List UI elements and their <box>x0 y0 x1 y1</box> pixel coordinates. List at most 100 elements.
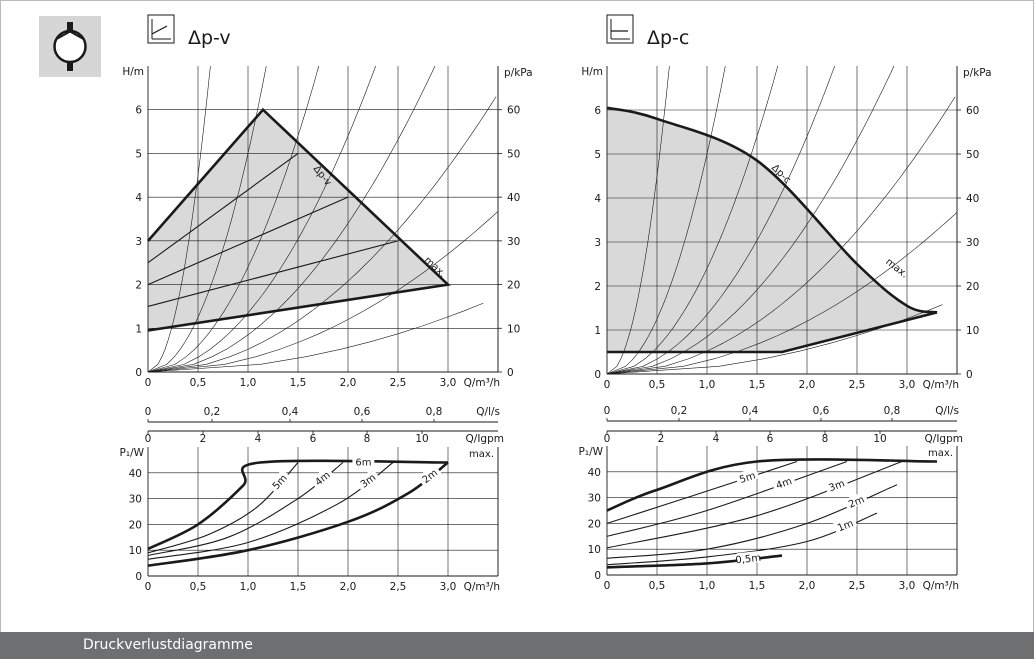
power-c-x-axis-label: Q/m³/h <box>923 580 959 592</box>
dp-c-x-tick-label: 0 <box>604 379 611 391</box>
dp-c-x-tick-label: 0,5 <box>649 379 666 391</box>
dp-c-resistance-curve <box>606 96 956 375</box>
power-v-label-bg <box>352 455 375 467</box>
power-v-x-tick-label: 1,0 <box>240 581 257 593</box>
dp-v-y2-axis-label: p/kPa <box>504 67 533 79</box>
power-c-series-label: 5m <box>738 470 757 485</box>
power-c-y-axis-label: P₁/W <box>579 446 604 458</box>
power-v-y-axis-label: P₁/W <box>120 447 145 459</box>
pump-symbol-icon <box>39 16 101 77</box>
power-c-y-tick-label: 40 <box>588 467 601 479</box>
dp-v-y2-tick-label: 60 <box>507 105 520 117</box>
dp-v-lgpm-tick-label: 4 <box>255 433 262 445</box>
dp-c-x-tick-label: 1,0 <box>699 379 716 391</box>
power-c-x-tick-label: 3,0 <box>899 580 916 592</box>
dp-c-y2-tick-label: 10 <box>966 325 979 337</box>
dp-v-y-tick-label: 4 <box>135 192 142 204</box>
power-c-y-tick-label: 30 <box>588 493 601 505</box>
dp-c-x-tick-label: 2,0 <box>799 379 816 391</box>
footer-bar: Druckverlustdiagramme <box>0 632 1034 659</box>
power-v-y-tick-label: 10 <box>129 545 142 557</box>
dp-c-lgpm-tick-label: 10 <box>873 433 886 445</box>
power-v-label-bg <box>309 466 334 489</box>
dp-c-lgpm-tick-label: 0 <box>604 433 611 445</box>
dp-v-mode-icon <box>147 14 175 44</box>
dp-v-ls-tick-label: 0,2 <box>204 406 221 418</box>
power-c-x-tick-label: 0,5 <box>649 580 666 592</box>
dp-v-lgpm-tick-label: 8 <box>364 433 371 445</box>
dp-c-ls-tick-label: 0,6 <box>813 405 830 417</box>
dp-v-y-tick-label: 6 <box>135 105 142 117</box>
power-c-y-tick-label: 20 <box>588 518 601 530</box>
power-c-curve <box>606 460 848 537</box>
dp-c-mode-icon <box>606 14 634 44</box>
power-c-y-tick-label: 10 <box>588 544 601 556</box>
power-c-label-bg <box>823 475 849 494</box>
dp-c-y-tick-label: 0 <box>594 369 601 381</box>
dp-c-ls-axis-label: Q/l/s <box>935 405 959 417</box>
power-c-label-bg <box>734 467 760 485</box>
dp-c-y2-tick-label: 50 <box>966 149 979 161</box>
dp-c-y-axis-label: H/m <box>581 66 603 78</box>
power-v-series-label: 6m <box>355 457 371 468</box>
dp-c-max-label: max. <box>883 257 909 281</box>
dp-c-lgpm-axis-label: Q/Igpm <box>925 433 963 445</box>
dp-c-y-tick-label: 6 <box>594 105 601 117</box>
dp-c-y2-axis-label: p/kPa <box>963 67 992 79</box>
dp-v-x-axis-label: Q/m³/h <box>464 377 500 389</box>
power-c-series-label: 3m <box>827 478 846 494</box>
dp-v-x-tick-label: 1,0 <box>240 377 257 389</box>
dp-c-ls-tick-label: 0,2 <box>671 405 688 417</box>
power-v-x-tick-label: 2,0 <box>340 581 357 593</box>
power-c-curve <box>606 554 783 569</box>
power-c-label-bg <box>771 473 796 491</box>
dp-v-y-tick-label: 0 <box>135 367 142 379</box>
dp-v-x-tick-label: 2,0 <box>340 377 357 389</box>
dp-c-y-tick-label: 1 <box>594 325 601 337</box>
dp-v-lgpm-tick-label: 10 <box>415 433 428 445</box>
dp-v-resistance-curve <box>147 65 211 373</box>
dp-v-y-tick-label: 1 <box>135 323 142 335</box>
power-v-y-tick-label: 20 <box>129 519 142 531</box>
dp-c-resistance-curve <box>606 65 726 375</box>
power-c-curve <box>606 460 798 524</box>
dp-c-operating-area <box>607 107 937 352</box>
dp-v-lgpm-tick-label: 0 <box>145 433 152 445</box>
dp-c-y-tick-label: 4 <box>594 193 601 205</box>
dp-c-y2-tick-label: 40 <box>966 193 979 205</box>
power-c-label-bg <box>736 551 760 565</box>
dp-v-resistance-curve <box>147 65 436 373</box>
dp-c-y-tick-label: 5 <box>594 149 601 161</box>
dp-c-y2-tick-label: 20 <box>966 281 979 293</box>
dp-v-y2-tick-label: 40 <box>507 192 520 204</box>
dp-v-x-tick-label: 0 <box>145 377 152 389</box>
power-v-x-tick-label: 3,0 <box>440 581 457 593</box>
dp-c-x-axis-label: Q/m³/h <box>923 379 959 391</box>
power-c-x-tick-label: 2,5 <box>849 580 866 592</box>
dp-c-ls-tick-label: 0 <box>604 405 611 417</box>
dp-c-resistance-curve <box>606 65 779 375</box>
dp-v-ls-axis-label: Q/l/s <box>476 406 500 418</box>
dp-c-resistance-curve <box>606 212 958 375</box>
power-c-curve <box>606 460 903 549</box>
dp-c-x-tick-label: 2,5 <box>849 379 866 391</box>
power-v-x-tick-label: 1,5 <box>290 581 307 593</box>
dp-v-resistance-curve <box>147 302 484 373</box>
dp-v-envelope-line <box>147 107 451 332</box>
dp-v-x-tick-label: 1,5 <box>290 377 307 389</box>
dp-c-lgpm-tick-label: 2 <box>658 433 665 445</box>
dp-v-y2-tick-label: 20 <box>507 280 520 292</box>
power-c-series-label: 4m <box>775 476 794 492</box>
power-v-x-tick-label: 2,5 <box>390 581 407 593</box>
dp-c-ls-tick-label: 0,8 <box>884 405 901 417</box>
power-v-max-label: max. <box>469 449 494 460</box>
power-v-x-tick-label: 0 <box>145 581 152 593</box>
dp-v-setpoint-line <box>147 152 299 264</box>
dp-v-y-axis-label: H/m <box>122 66 144 78</box>
power-v-x-tick-label: 0,5 <box>190 581 207 593</box>
dp-v-resistance-curve <box>147 65 376 373</box>
power-c-series-label: 0,5m <box>735 553 762 567</box>
power-c-y-tick-label: 0 <box>594 570 601 582</box>
dp-c-max-curve <box>606 106 938 314</box>
dp-v-title: Δp-v <box>188 27 231 49</box>
